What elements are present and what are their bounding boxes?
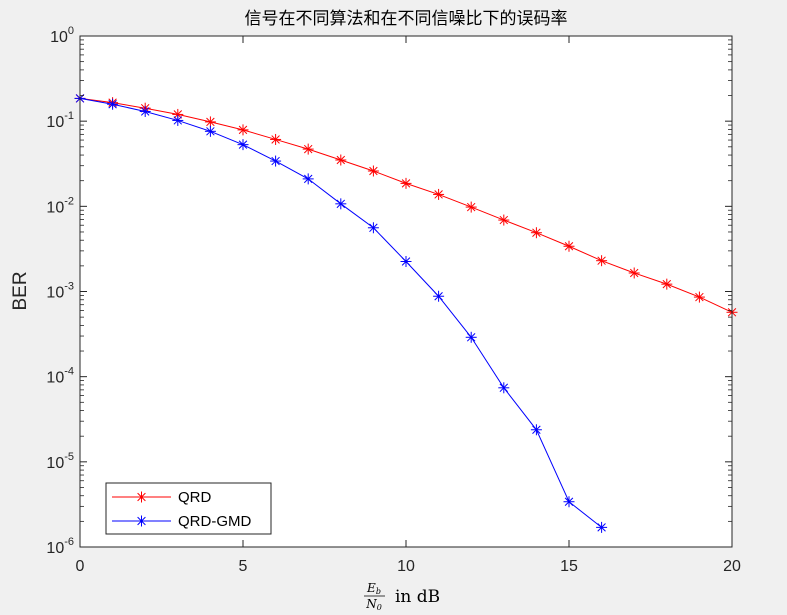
data-point xyxy=(335,154,347,166)
data-point xyxy=(335,198,347,210)
y-tick-label: 10-1 xyxy=(46,110,74,131)
y-axis-label: BER xyxy=(10,271,31,310)
data-point xyxy=(465,331,477,343)
data-point xyxy=(172,114,184,126)
tick-layer: 0 5 10 15 20 100 10-1 10-2 10-3 10-4 10-5 10-6 xyxy=(46,25,741,575)
y-tick-label: 10-2 xyxy=(46,195,74,216)
x-tick-label: 10 xyxy=(397,558,415,575)
data-point xyxy=(530,227,542,239)
data-point xyxy=(563,240,575,252)
legend: QRD QRD-GMD xyxy=(105,482,272,535)
data-point xyxy=(204,116,216,128)
data-point xyxy=(367,165,379,177)
legend-marker xyxy=(136,515,147,527)
legend-entries: QRD QRD-GMD xyxy=(112,489,251,530)
data-point xyxy=(661,278,673,290)
y-tick-label: 100 xyxy=(50,25,74,46)
series-layer xyxy=(74,92,738,533)
data-point xyxy=(302,173,314,185)
x-tick-label: 15 xyxy=(560,558,578,575)
data-point xyxy=(693,291,705,303)
data-point xyxy=(400,256,412,268)
data-point xyxy=(400,177,412,189)
y-tick-label: 10-5 xyxy=(46,451,74,472)
data-point xyxy=(237,124,249,136)
data-point xyxy=(237,139,249,151)
legend-box xyxy=(105,482,272,535)
data-point xyxy=(302,143,314,155)
data-point xyxy=(270,155,282,167)
series-qrd-gmd xyxy=(74,92,608,533)
legend-marker xyxy=(136,491,147,503)
data-point xyxy=(596,255,608,267)
y-tick-label: 10-4 xyxy=(46,366,74,387)
chart-title: 信号在不同算法和在不同信噪比下的误码率 xyxy=(245,9,568,29)
data-point xyxy=(433,188,445,200)
x-label-suffix: in dB xyxy=(395,587,440,607)
legend-entry: QRD xyxy=(112,489,212,506)
legend-entry: QRD-GMD xyxy=(112,513,251,530)
data-point xyxy=(498,382,510,394)
data-point xyxy=(107,98,119,110)
x-tick-label: 0 xyxy=(76,558,85,575)
data-point xyxy=(498,214,510,226)
data-point xyxy=(596,521,608,533)
legend-label: QRD xyxy=(178,489,212,506)
x-tick-label: 20 xyxy=(723,558,741,575)
y-tick-label: 10-3 xyxy=(46,281,74,302)
y-tick-label: 10-6 xyxy=(46,536,74,557)
x-tick-label: 5 xyxy=(239,558,248,575)
data-point xyxy=(530,424,542,436)
data-point xyxy=(139,105,151,117)
data-point xyxy=(628,267,640,279)
data-point xyxy=(204,125,216,137)
data-point xyxy=(563,496,575,508)
data-point xyxy=(367,222,379,234)
x-label-frac-num: Eb xyxy=(366,581,381,596)
data-point xyxy=(433,290,445,302)
x-axis-label: Eb N0 in dB xyxy=(364,581,440,612)
data-point xyxy=(270,133,282,145)
plot-area xyxy=(80,36,732,547)
legend-label: QRD-GMD xyxy=(178,513,251,530)
x-label-frac-den: N0 xyxy=(365,597,382,612)
data-point xyxy=(465,201,477,213)
